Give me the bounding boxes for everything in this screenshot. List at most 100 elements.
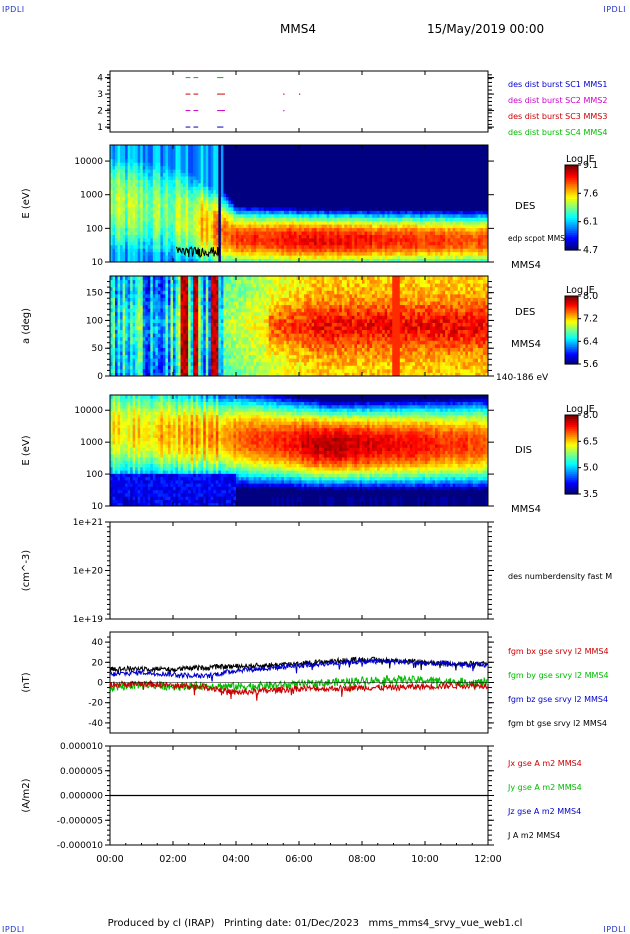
panel2-cell [271,189,275,194]
panel2-cell [198,234,202,239]
panel2-cell [248,172,252,177]
panel2-cell [233,189,237,194]
panel2-cell [208,237,212,242]
panel2-cell [135,206,139,211]
panel2-cell [288,189,292,194]
panel2-cell [223,179,227,184]
panel2-cell [291,158,295,163]
panel2-cell [243,255,247,260]
panel2-cell [293,200,297,204]
panel2-cell [223,162,227,167]
panel2-cell [210,196,214,201]
panel2-cell [140,148,144,153]
panel2-cell [208,189,212,194]
panel2-cell [220,258,224,263]
panel2-cell [120,227,124,232]
panel2-cell [165,217,169,222]
panel2-cell [233,158,237,163]
panel2-cell [198,203,202,208]
panel2-cell [167,145,171,149]
panel2-cell [135,165,139,170]
panel2-cell [125,241,129,246]
panel2-cell [210,148,214,153]
panel2-cell [167,251,171,256]
panel2-cell [120,234,124,239]
panel2-cell [241,196,245,201]
panel2-cell [304,241,308,246]
panel2-cell [122,251,126,256]
panel2-cell [309,148,313,153]
panel2-cell [291,182,295,187]
panel2-cell [135,210,139,215]
panel2-cell [115,196,119,201]
panel2-cell [195,151,199,156]
panel2-cell [218,227,222,232]
panel2-cell [117,210,121,215]
panel2-cell [152,234,156,239]
panel2-cell [140,145,144,149]
panel2-cell [160,165,164,170]
panel2-cell [130,169,134,174]
panel2-cell [261,196,265,201]
panel2-cell [233,217,237,222]
panel2-cell [127,165,131,170]
panel2-cell [248,175,252,180]
panel2-cell [218,155,222,160]
panel2-cell [271,182,275,187]
panel2-cell [132,200,136,204]
panel2-cell [276,241,280,246]
panel2-cell [155,206,159,211]
panel2-cell [213,248,217,253]
panel2-cell [175,155,179,160]
panel2-cell [178,189,182,194]
panel2-cell [301,203,305,208]
panel2-cell [205,210,209,215]
panel2-cell [261,179,265,184]
panel2-cell [142,258,146,263]
panel2-cell [195,148,199,153]
panel2-cell [120,151,124,156]
panel2-cell [271,175,275,180]
panel2-cell [193,196,197,201]
panel2-cell [145,241,149,246]
panel2-cell [236,241,240,246]
panel2-cell [160,248,164,253]
panel2-cell [193,234,197,239]
panel2-cell [185,151,189,156]
panel2-cell [281,220,285,225]
panel2-cell [246,237,250,242]
panel2-cell [120,165,124,170]
panel2-cell [296,165,300,170]
panel2-cell [238,241,242,246]
panel2-cell [167,255,171,260]
panel2-cell [160,241,164,246]
panel2-cell [268,179,272,184]
panel2-cell [125,182,129,187]
panel2-cell [200,224,204,229]
panel2-cell [142,189,146,194]
panel2-cell [130,186,134,191]
panel2-cell [291,220,295,225]
panel2-cell [246,175,250,180]
panel2-cell [253,155,257,160]
panel2-cell [142,165,146,170]
panel2-cell [251,248,255,253]
panel2-cell [135,162,139,167]
panel2-cell [190,237,194,242]
panel2-cell [251,237,255,242]
panel2-cell [150,158,154,163]
panel2-cell [150,217,154,222]
panel2-cell [283,231,287,235]
panel2-cell [301,186,305,191]
panel2-cell [246,189,250,194]
panel2-cell [258,155,262,160]
panel2-cell [258,169,262,174]
panel2-cell [198,186,202,191]
panel2-cell [238,186,242,191]
panel2-cell [228,200,232,204]
panel2-cell [122,220,126,225]
panel2-cell [165,227,169,232]
panel2-cell [251,158,255,163]
panel2-cell [243,227,247,232]
panel2-cell [276,251,280,256]
